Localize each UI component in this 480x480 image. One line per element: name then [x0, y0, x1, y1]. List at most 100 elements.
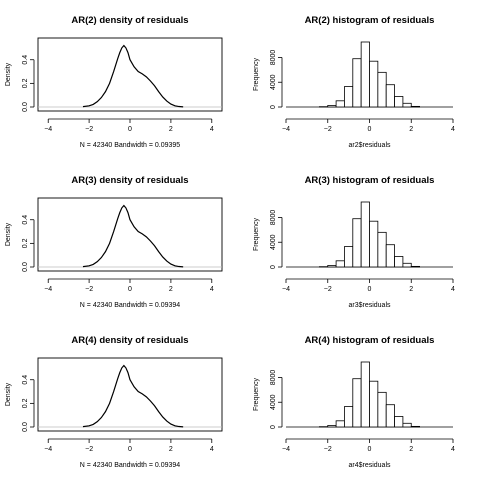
x-tick-label: −4	[282, 126, 290, 133]
panel-5: AR(4) density of residuals 0.0 0.2 0.4 Densi…	[5, 335, 223, 469]
x-axis-label: ar3$residuals	[348, 302, 391, 309]
x-tick-label: 2	[409, 446, 413, 453]
histogram-bar	[394, 416, 404, 428]
y-axis-label: Density	[5, 62, 12, 86]
y-tick-label: 8000	[270, 210, 277, 226]
x-tick-label: −2	[85, 126, 93, 133]
x-tick-label: 0	[128, 446, 132, 453]
y-axis-label: Density	[5, 382, 12, 406]
histogram-bar	[360, 201, 370, 268]
x-tick-label: −2	[324, 286, 332, 293]
x-tick-label: 2	[169, 446, 173, 453]
plot-frame	[37, 357, 223, 432]
x-tick-label: 4	[210, 286, 214, 293]
y-tick-label: 8000	[270, 50, 277, 66]
x-tick-label: 4	[451, 126, 455, 133]
x-tick-label: 0	[128, 126, 132, 133]
histogram-bar	[394, 256, 404, 268]
histogram-bar	[385, 84, 395, 108]
histogram-bar	[344, 406, 354, 428]
histogram-bar	[335, 420, 345, 428]
histogram-bar	[327, 265, 337, 268]
histogram-bar	[335, 100, 345, 108]
histogram-bar	[377, 391, 387, 428]
y-axis-label: Frequency	[253, 217, 260, 251]
x-tick-label: −4	[44, 286, 52, 293]
histogram-bar	[377, 231, 387, 268]
x-axis-label: N = 42340 Bandwidth = 0.09395	[80, 142, 181, 149]
y-tick-label: 4000	[270, 74, 277, 90]
x-tick-label: 4	[451, 446, 455, 453]
panel-title: AR(3) histogram of residuals	[305, 175, 435, 186]
panel-2: AR(2) histogram of residuals 0 4000 8000 Fre…	[253, 15, 455, 149]
y-tick-label: 0.2	[22, 398, 29, 408]
histogram-bar	[335, 260, 345, 268]
y-tick-label: 0	[270, 425, 277, 429]
y-tick-label: 0.4	[22, 55, 29, 65]
histogram-bar	[410, 265, 421, 268]
histogram-bar	[360, 361, 370, 428]
y-tick-label: 0.2	[22, 238, 29, 248]
x-tick-label: −4	[282, 286, 290, 293]
panel-3: AR(3) density of residuals 0.0 0.2 0.4 Densi…	[5, 175, 223, 309]
histogram-bar	[385, 244, 395, 268]
histogram-bar	[352, 378, 362, 428]
histogram-bar	[410, 425, 421, 428]
panel-title: AR(4) density of residuals	[71, 335, 188, 346]
histogram-bar	[377, 71, 387, 108]
histogram-bar	[327, 105, 337, 108]
x-axis-label: N = 42340 Bandwidth = 0.09394	[80, 302, 181, 309]
histogram-bar	[369, 220, 379, 268]
histogram-bar	[352, 58, 362, 108]
x-axis-label: ar4$residuals	[348, 462, 391, 469]
y-tick-label: 0.4	[22, 375, 29, 385]
x-tick-label: 4	[210, 126, 214, 133]
x-tick-label: 2	[409, 126, 413, 133]
panel-1: AR(2) density of residuals 0.0 0.2 0.4 Densi…	[5, 15, 223, 149]
x-tick-label: 0	[368, 446, 372, 453]
histogram-bar	[352, 218, 362, 268]
y-tick-label: 0.4	[22, 215, 29, 225]
panel-6: AR(4) histogram of residuals 0 4000 8000 Fre…	[253, 335, 455, 469]
y-tick-label: 0.0	[22, 422, 29, 432]
x-tick-label: 0	[368, 126, 372, 133]
histogram-bar	[327, 425, 337, 428]
x-tick-label: −2	[85, 446, 93, 453]
plot-frame	[37, 197, 223, 272]
y-tick-label: 0.2	[22, 78, 29, 88]
x-axis-label: N = 42340 Bandwidth = 0.09394	[80, 462, 181, 469]
x-tick-label: 0	[368, 286, 372, 293]
x-axis-label: ar2$residuals	[348, 142, 391, 149]
panel-title: AR(4) histogram of residuals	[305, 335, 435, 346]
histogram-bar	[344, 246, 354, 268]
y-tick-label: 4000	[270, 394, 277, 410]
histogram-bar	[410, 105, 421, 108]
histogram-bar	[360, 41, 370, 108]
y-tick-label: 0	[270, 265, 277, 269]
density-curve	[82, 44, 184, 108]
plot-frame	[37, 37, 223, 112]
x-tick-label: −4	[44, 126, 52, 133]
x-tick-label: 0	[128, 286, 132, 293]
y-tick-label: 8000	[270, 370, 277, 386]
x-tick-label: −2	[324, 446, 332, 453]
histogram-bar	[402, 262, 412, 268]
x-tick-label: 4	[210, 446, 214, 453]
panel-title: AR(3) density of residuals	[71, 175, 188, 186]
histogram-bar	[394, 96, 404, 108]
panel-title: AR(2) histogram of residuals	[305, 15, 435, 26]
x-tick-label: 2	[169, 286, 173, 293]
y-axis-label: Frequency	[253, 57, 260, 91]
histogram-bar	[385, 404, 395, 428]
density-curve	[82, 204, 184, 268]
histogram-bar	[369, 380, 379, 428]
x-tick-label: 2	[169, 126, 173, 133]
histogram-bar	[344, 86, 354, 108]
x-tick-label: 4	[451, 286, 455, 293]
y-tick-label: 0.0	[22, 102, 29, 112]
density-curve	[82, 364, 184, 428]
panel-title: AR(2) density of residuals	[71, 15, 188, 26]
x-tick-label: −2	[85, 286, 93, 293]
x-tick-label: 2	[409, 286, 413, 293]
